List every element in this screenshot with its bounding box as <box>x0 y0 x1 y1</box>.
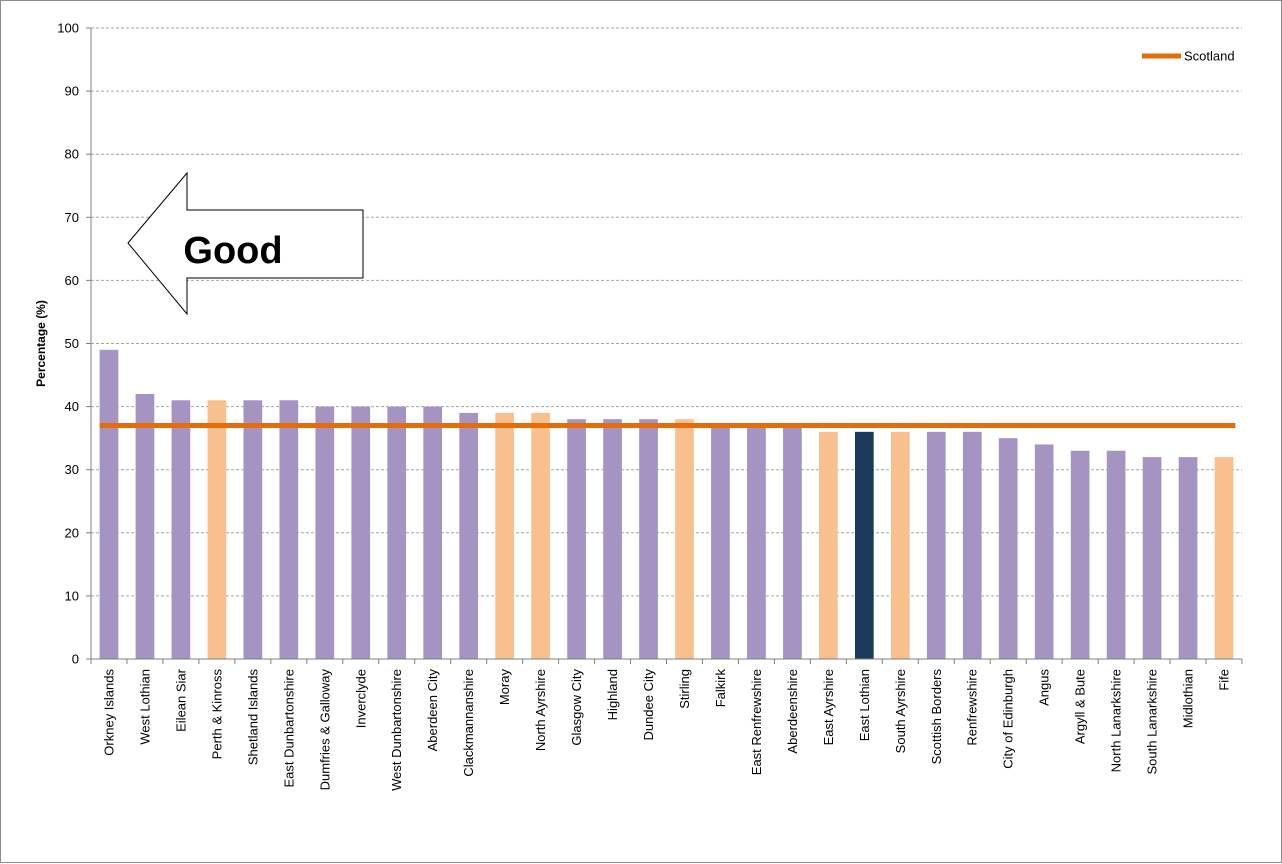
bar <box>171 400 191 659</box>
x-axis: Orkney Islands West Lothian Eilean Siar Per… <box>90 658 1243 791</box>
y-axis-label: Percentage (%) <box>34 300 48 387</box>
x-tick-label: Aberdeenshire <box>785 669 800 754</box>
bar <box>99 349 119 659</box>
bar <box>1070 450 1090 659</box>
bar <box>783 425 802 659</box>
x-tick-label: Dumfries & Galloway <box>317 669 332 791</box>
y-tick-label: 90 <box>65 84 79 99</box>
x-tick-label: Fife <box>1217 669 1232 691</box>
x-tick-label: Stirling <box>677 669 692 709</box>
y-axis: 0 10 20 30 40 50 60 70 80 90 100 Percentage (%) <box>34 21 92 667</box>
x-tick-label: Moray <box>497 669 512 706</box>
bar <box>819 431 838 659</box>
x-tick-label: Inverclyde <box>353 669 368 728</box>
x-tick-label: East Renfrewshire <box>749 669 764 775</box>
bar <box>962 431 982 659</box>
y-tick-label: 40 <box>65 399 79 414</box>
bar <box>854 431 874 659</box>
bar <box>1034 444 1054 659</box>
bar <box>207 400 227 659</box>
bar <box>926 431 946 659</box>
x-tick-label: Shetland Islands <box>245 669 260 766</box>
bar <box>243 400 263 659</box>
bar <box>315 406 335 659</box>
x-tick-label: Midlothian <box>1181 669 1196 728</box>
bar <box>531 412 550 659</box>
x-tick-label: Highland <box>605 669 620 720</box>
x-tick-label: West Lothian <box>137 669 152 745</box>
x-tick-label: East Dunbartonshire <box>281 669 296 788</box>
bar <box>1106 450 1126 659</box>
x-tick-label: Eilean Siar <box>173 668 188 732</box>
y-tick-label: 10 <box>65 588 79 603</box>
y-tick-label: 100 <box>57 21 79 36</box>
bar <box>459 412 479 659</box>
bar <box>890 431 910 659</box>
bar <box>998 438 1018 659</box>
bar <box>495 412 514 659</box>
good-annotation: Good <box>127 171 364 316</box>
bars <box>99 349 1234 659</box>
x-tick-label: East Ayrshire <box>821 669 836 745</box>
bar <box>603 419 622 659</box>
x-tick-label: Perth & Kinross <box>209 669 224 760</box>
y-tick-label: 80 <box>65 147 79 162</box>
gridlines <box>91 27 1242 597</box>
x-tick-label: Angus <box>1037 669 1052 706</box>
bar <box>135 393 155 659</box>
legend-label: Scotland <box>1184 49 1235 64</box>
x-tick-label: City of Edinburgh <box>1001 669 1016 769</box>
bar <box>1142 457 1162 659</box>
good-label: Good <box>183 230 282 272</box>
x-tick-label: South Ayrshire <box>893 669 908 753</box>
x-tick-label: North Ayrshire <box>533 669 548 751</box>
x-tick-label: Renfrewshire <box>965 669 980 746</box>
x-tick-label: Glasgow City <box>569 669 584 746</box>
x-tick-label: Argyll & Bute <box>1073 669 1088 744</box>
bar <box>675 419 694 659</box>
bar <box>711 425 730 659</box>
x-tick-label: West Dunbartonshire <box>389 669 404 791</box>
x-tick-label: Scottish Borders <box>929 669 944 765</box>
bar <box>747 425 766 659</box>
x-tick-label: Clackmannanshire <box>461 669 476 777</box>
x-tick-label: East Lothian <box>857 669 872 741</box>
bar <box>1214 457 1234 659</box>
bar <box>279 400 299 659</box>
y-tick-label: 30 <box>65 462 79 477</box>
x-tick-label: Aberdeen City <box>425 669 440 752</box>
y-tick-label: 70 <box>65 210 79 225</box>
bar <box>639 419 658 659</box>
y-tick-label: 50 <box>65 336 79 351</box>
bar <box>567 419 586 659</box>
x-tick-label: Falkirk <box>713 669 728 708</box>
x-tick-label: North Lanarkshire <box>1109 669 1124 772</box>
y-tick-label: 0 <box>72 652 79 667</box>
bar <box>351 406 371 659</box>
x-tick-label: Orkney Islands <box>101 669 116 756</box>
y-tick-label: 20 <box>65 525 79 540</box>
left-arrow-icon <box>127 171 364 316</box>
bar <box>423 406 443 659</box>
x-tick-label: Dundee City <box>641 669 656 741</box>
y-tick-label: 60 <box>65 273 79 288</box>
x-tick-label: South Lanarkshire <box>1145 669 1160 775</box>
bar <box>1178 457 1198 659</box>
bar <box>387 406 407 659</box>
legend: Scotland <box>1142 49 1235 64</box>
